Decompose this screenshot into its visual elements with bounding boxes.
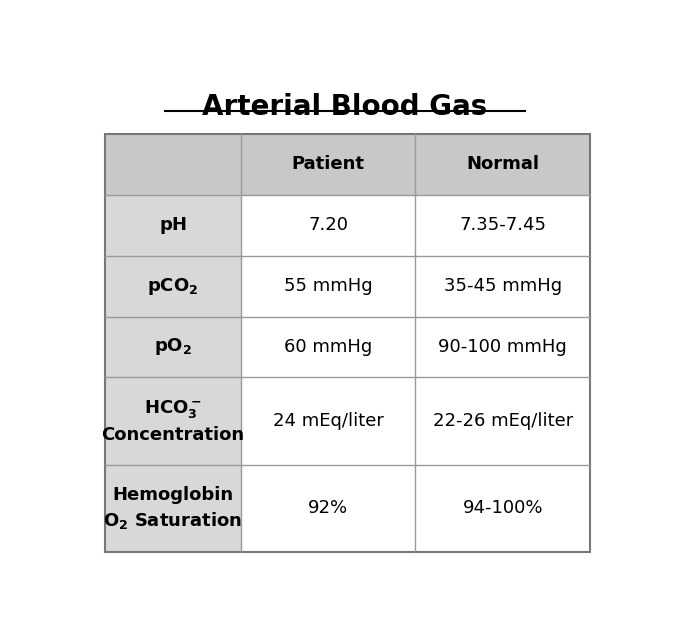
Text: $\mathbf{pO_2}$: $\mathbf{pO_2}$ bbox=[154, 336, 192, 357]
Bar bbox=[105, 134, 590, 552]
Text: Hemoglobin
$\mathbf{O_2}$ Saturation: Hemoglobin $\mathbf{O_2}$ Saturation bbox=[104, 485, 242, 531]
Bar bbox=[415, 256, 590, 317]
Text: 35-45 mmHg: 35-45 mmHg bbox=[444, 277, 562, 295]
Bar bbox=[105, 134, 590, 195]
Text: Normal: Normal bbox=[466, 155, 539, 174]
Bar bbox=[415, 377, 590, 464]
Bar bbox=[415, 317, 590, 377]
Bar bbox=[415, 464, 590, 552]
Text: 7.20: 7.20 bbox=[308, 216, 348, 234]
Text: 55 mmHg: 55 mmHg bbox=[284, 277, 372, 295]
Text: 22-26 mEq/liter: 22-26 mEq/liter bbox=[433, 412, 573, 430]
Bar bbox=[415, 195, 590, 256]
Bar bbox=[105, 464, 241, 552]
Bar bbox=[241, 464, 415, 552]
Text: Arterial Blood Gas: Arterial Blood Gas bbox=[203, 93, 487, 121]
Text: 7.35-7.45: 7.35-7.45 bbox=[459, 216, 546, 234]
Text: 60 mmHg: 60 mmHg bbox=[284, 338, 372, 356]
Bar bbox=[105, 377, 241, 464]
Bar bbox=[241, 195, 415, 256]
Text: $\mathbf{pH}$: $\mathbf{pH}$ bbox=[159, 215, 187, 236]
Text: 24 mEq/liter: 24 mEq/liter bbox=[273, 412, 384, 430]
Text: 92%: 92% bbox=[308, 499, 348, 517]
Bar bbox=[105, 317, 241, 377]
Bar bbox=[105, 256, 241, 317]
Text: 94-100%: 94-100% bbox=[462, 499, 543, 517]
Text: $\mathbf{HCO_3^-}$
Concentration: $\mathbf{HCO_3^-}$ Concentration bbox=[102, 398, 244, 444]
Text: Patient: Patient bbox=[291, 155, 365, 174]
Bar bbox=[241, 377, 415, 464]
Bar bbox=[105, 195, 241, 256]
Text: $\mathbf{pCO_2}$: $\mathbf{pCO_2}$ bbox=[147, 276, 199, 297]
Text: 90-100 mmHg: 90-100 mmHg bbox=[438, 338, 567, 356]
Bar bbox=[241, 256, 415, 317]
Bar bbox=[241, 317, 415, 377]
